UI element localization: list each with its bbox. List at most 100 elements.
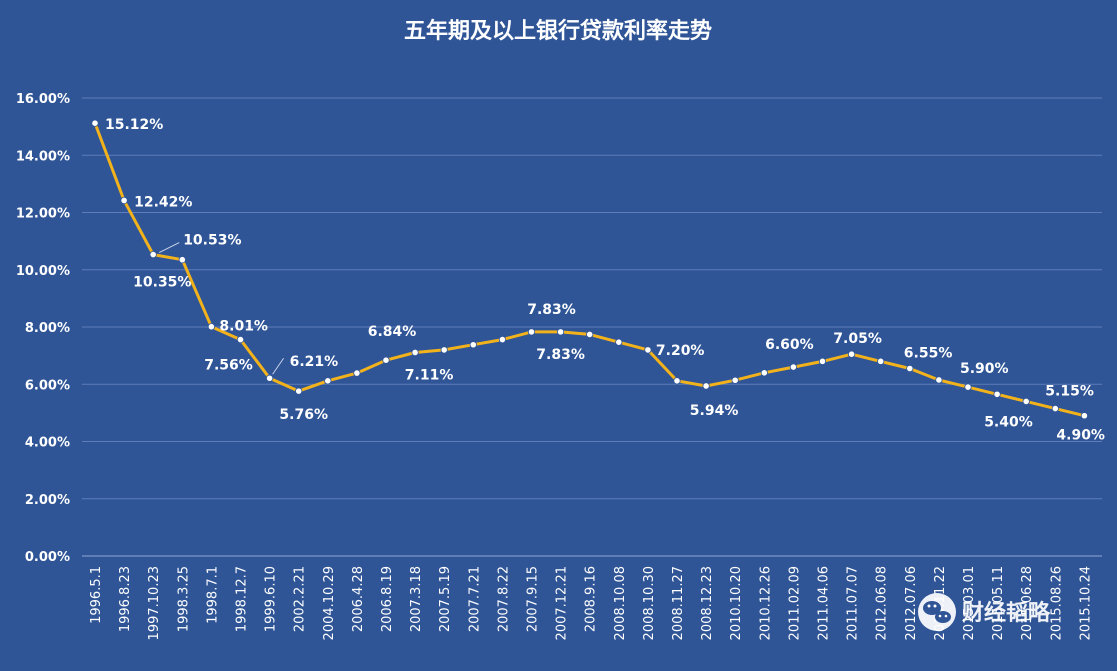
- data-point: [498, 335, 506, 344]
- x-tick-label: 2006.4.28: [351, 566, 366, 632]
- x-tick-label: 2006.8.19: [380, 566, 395, 632]
- data-label: 5.76%: [279, 407, 328, 423]
- x-tick-label: 2010.12.26: [758, 566, 773, 640]
- x-tick-label: 1999.6.10: [264, 566, 279, 632]
- watermark: 财经韬略: [918, 593, 1051, 631]
- data-point: [178, 256, 186, 264]
- data-point: [527, 328, 536, 336]
- data-point: [877, 357, 885, 365]
- data-point: [993, 390, 1001, 398]
- data-label: 5.94%: [690, 403, 739, 419]
- x-tick-label: 2010.10.20: [729, 566, 744, 640]
- data-label: 10.35%: [133, 275, 191, 291]
- data-point: [731, 376, 739, 384]
- gridlines: [82, 97, 1102, 557]
- data-point: [1080, 412, 1089, 420]
- data-label: 15.12%: [105, 117, 163, 133]
- label-leader-line: [272, 357, 285, 375]
- y-tick-label: 16.00%: [16, 92, 70, 107]
- data-label: 5.90%: [960, 361, 1009, 377]
- data-point: [847, 350, 856, 358]
- x-tick-label: 2008.11.27: [671, 566, 686, 640]
- data-point: [120, 196, 128, 205]
- x-tick-label: 2007.5.19: [438, 566, 453, 632]
- wechat-icon: [918, 593, 956, 631]
- data-label: 6.55%: [904, 346, 953, 362]
- x-tick-label: 2008.9.16: [584, 566, 599, 632]
- x-tick-label: 1998.7.1: [205, 566, 220, 624]
- data-label: 7.83%: [536, 347, 585, 363]
- x-tick-label: 2011.04.06: [817, 566, 832, 640]
- data-label: 6.21%: [290, 354, 339, 370]
- y-tick-label: 14.00%: [16, 149, 70, 164]
- data-point: [935, 376, 943, 384]
- y-tick-label: 10.00%: [16, 264, 70, 279]
- data-point: [789, 363, 798, 371]
- data-point: [411, 348, 419, 357]
- x-tick-label: 2011.02.09: [787, 566, 802, 640]
- data-labels: 15.12% 12.42% 10.53% 10.35% 8.01% 7.56% 6.21% 5…: [105, 117, 1105, 444]
- x-tick-label: 2008.10.08: [613, 566, 628, 640]
- data-point: [818, 357, 827, 365]
- data-point: [615, 338, 623, 346]
- data-point: [324, 377, 332, 385]
- x-tick-label: 2012.06.08: [875, 566, 890, 640]
- data-label: 5.15%: [1045, 384, 1094, 400]
- data-label: 6.84%: [368, 324, 417, 340]
- data-point: [207, 323, 215, 331]
- data-point: [673, 377, 681, 385]
- x-tick-label: 2015.05.11: [991, 566, 1006, 640]
- data-label: 5.40%: [984, 414, 1033, 430]
- data-point: [265, 374, 274, 382]
- data-points: [91, 119, 1089, 420]
- x-tick-label: 2007.8.22: [496, 566, 511, 632]
- data-label: 6.60%: [765, 337, 814, 353]
- x-tick-label: 2007.3.18: [409, 566, 424, 632]
- data-point: [149, 250, 157, 259]
- data-point: [586, 330, 594, 339]
- x-tick-label: 1996.5.1: [89, 566, 104, 624]
- x-tick-label: 2012.07.06: [904, 566, 919, 640]
- data-point: [644, 346, 652, 354]
- chart-title: 五年期及以上银行贷款利率走势: [404, 18, 712, 44]
- y-tick-label: 12.00%: [16, 207, 70, 222]
- data-label: 12.42%: [134, 194, 192, 210]
- y-tick-label: 6.00%: [25, 378, 70, 393]
- x-tick-label: 1998.12.7: [235, 566, 250, 632]
- x-tick-label: 1997.10.23: [147, 566, 162, 640]
- data-label: 7.83%: [527, 302, 576, 318]
- y-tick-label: 8.00%: [25, 321, 70, 336]
- x-tick-label: 2002.2.21: [293, 566, 308, 632]
- watermark-text: 财经韬略: [962, 600, 1051, 626]
- y-tick-label: 4.00%: [25, 436, 70, 451]
- x-tick-label: 1998.3.25: [176, 566, 191, 632]
- data-point: [295, 387, 303, 395]
- data-point: [353, 369, 361, 377]
- data-point: [906, 364, 914, 373]
- data-label: 4.90%: [1056, 428, 1105, 444]
- data-label: 7.11%: [405, 367, 454, 383]
- x-tick-label: 2008.10.30: [642, 566, 657, 640]
- data-point: [382, 356, 390, 364]
- y-axis-tick-labels: 0.00% 2.00% 4.00% 6.00% 8.00% 10.00% 12.00% 14.…: [16, 92, 70, 565]
- data-point: [556, 328, 565, 336]
- data-point: [964, 383, 972, 391]
- y-tick-label: 0.00%: [25, 550, 70, 565]
- y-tick-label: 2.00%: [25, 493, 70, 508]
- x-tick-label: 2011.07.07: [846, 566, 861, 640]
- x-tick-label: 2015.03.01: [962, 566, 977, 640]
- x-tick-label: 2015.06.28: [1020, 566, 1035, 640]
- x-tick-label: 1996.8.23: [118, 566, 133, 632]
- x-tick-label: 2008.12.23: [700, 566, 715, 640]
- data-point: [760, 369, 768, 377]
- data-point: [1051, 404, 1059, 413]
- x-tick-label: 2007.12.21: [555, 566, 570, 640]
- data-label: 10.53%: [183, 233, 241, 249]
- data-point: [236, 335, 245, 344]
- data-point: [440, 346, 448, 354]
- data-point: [702, 382, 710, 390]
- x-tick-label: 2007.7.21: [467, 566, 482, 632]
- data-label: 7.20%: [656, 343, 705, 359]
- x-axis-tick-labels: 1996.5.1 1996.8.23 1997.10.23 1998.3.25 1998…: [89, 566, 1093, 640]
